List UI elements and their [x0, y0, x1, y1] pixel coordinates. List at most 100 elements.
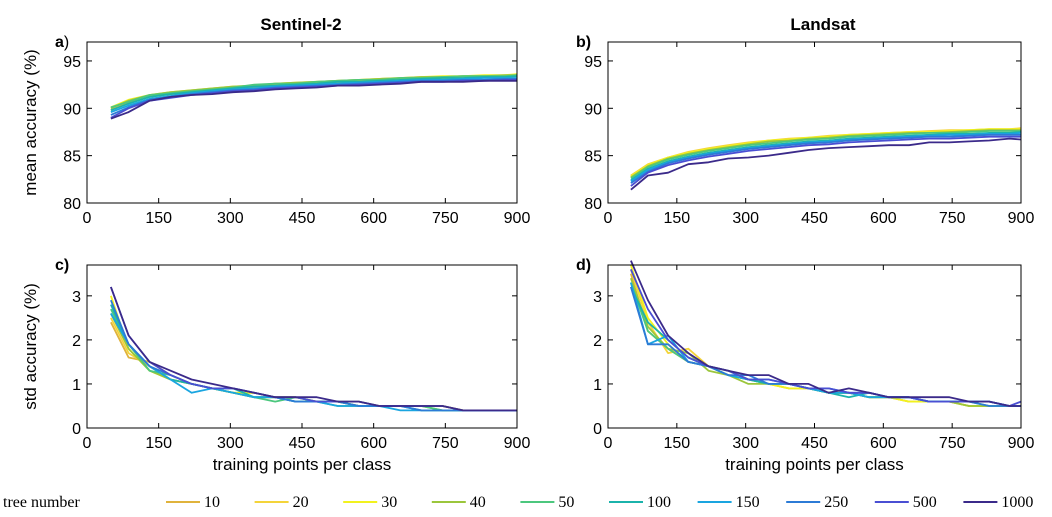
series-line-250: [630, 133, 1021, 184]
series-line-1000: [630, 137, 1022, 191]
legend: tree number 10 20 30 40 50 100 150 250 500 1000: [3, 494, 1033, 511]
legend-label: 50: [558, 494, 574, 511]
x-tick-label: 0: [83, 435, 92, 452]
x-tick-label: 0: [604, 210, 613, 227]
y-tick-label: 0: [593, 421, 602, 438]
series-lines: [110, 73, 518, 120]
series-line-500: [110, 286, 517, 412]
legend-label: 30: [381, 494, 397, 511]
y-tick-label: 95: [63, 54, 81, 71]
panel-label-paren: ): [64, 34, 69, 51]
series-line-500: [630, 269, 1022, 407]
series-line-100: [110, 304, 517, 412]
x-tick-label: 150: [663, 210, 690, 227]
legend-label: 500: [913, 494, 937, 511]
x-tick-label: 150: [145, 435, 172, 452]
y-tick-label: 85: [584, 149, 602, 166]
y-tick-label: 0: [72, 421, 81, 438]
y-axis-label: std accuracy (%): [21, 283, 40, 410]
y-tick-label: 3: [72, 289, 81, 306]
x-tick-label: 0: [83, 210, 92, 227]
x-tick-label: 750: [939, 435, 966, 452]
x-tick-label: 900: [504, 210, 531, 227]
x-tick-label: 600: [360, 210, 387, 227]
legend-item-20: 20: [254, 494, 309, 511]
x-tick-label: 750: [939, 210, 966, 227]
series-line-1000: [110, 79, 517, 120]
panel-label-c: c): [55, 257, 69, 274]
series-line-150: [110, 77, 517, 113]
y-tick-label: 85: [63, 149, 81, 166]
series-line-20: [630, 269, 1021, 407]
series-line-150: [110, 313, 517, 412]
x-tick-label: 750: [432, 210, 459, 227]
legend-label: 100: [647, 494, 671, 511]
series-line-30: [110, 295, 517, 412]
legend-label: 10: [204, 494, 220, 511]
panel-label-a: a): [55, 34, 69, 51]
y-tick-label: 80: [584, 196, 602, 213]
legend-item-250: 250: [786, 494, 848, 511]
series-line-30: [630, 128, 1021, 178]
x-tick-label: 300: [217, 210, 244, 227]
series-line-50: [110, 74, 518, 109]
series-line-40: [110, 313, 517, 412]
panel-label-b: b): [576, 34, 591, 51]
series-line-40: [630, 277, 1021, 407]
legend-item-150: 150: [697, 494, 760, 511]
x-tick-label: 450: [801, 435, 828, 452]
series-line-150: [630, 132, 1022, 182]
x-tick-label: 600: [870, 435, 897, 452]
x-tick-label: 150: [145, 210, 172, 227]
panel-a: 0 150 300 450 600 750 900 80 85 90 95 a) mean accura…: [21, 34, 530, 227]
series-line-150: [630, 282, 1021, 407]
x-tick-label: 300: [732, 435, 759, 452]
legend-item-500: 500: [874, 494, 937, 511]
panel-d: 0 150 300 450 600 750 900 0 1 2 3d) training points…: [576, 257, 1034, 474]
y-tick-label: 90: [63, 101, 81, 118]
panel-label-letter: a: [55, 34, 64, 51]
x-tick-label: 0: [604, 435, 613, 452]
panel-label-letter: d): [576, 257, 591, 274]
series-lines: [110, 286, 517, 412]
series-line-250: [110, 299, 517, 412]
x-tick-label: 450: [801, 210, 828, 227]
x-tick-label: 600: [360, 435, 387, 452]
legend-label: 1000: [1001, 494, 1033, 511]
x-tick-label: 450: [289, 435, 316, 452]
axes-frame: [86, 264, 518, 429]
x-tick-label: 300: [732, 210, 759, 227]
x-tick-label: 600: [870, 210, 897, 227]
legend-label: 250: [824, 494, 848, 511]
panel-label-letter: c): [55, 257, 69, 274]
y-tick-label: 1: [593, 377, 602, 394]
legend-item-100: 100: [609, 494, 671, 511]
y-tick-label: 1: [72, 377, 81, 394]
y-tick-label: 2: [72, 333, 81, 350]
legend-item-1000: 1000: [963, 494, 1033, 511]
legend-label: 150: [736, 494, 760, 511]
panel-label-d: d): [576, 257, 591, 274]
legend-item-30: 30: [343, 494, 397, 511]
y-axis-label: mean accuracy (%): [21, 49, 40, 195]
column-title-landsat: Landsat: [790, 15, 856, 34]
x-tick-label: 450: [289, 210, 316, 227]
x-axis-label: training points per class: [725, 455, 904, 474]
x-axis-label: training points per class: [213, 455, 392, 474]
y-tick-label: 2: [593, 333, 602, 350]
legend-item-10: 10: [166, 494, 220, 511]
x-tick-label: 150: [663, 435, 690, 452]
series-line-50: [630, 282, 1021, 407]
panel-b: 0 150 300 450 600 750 900 80 85 90 95 b): [576, 34, 1034, 227]
legend-item-40: 40: [431, 494, 486, 511]
x-tick-label: 750: [432, 435, 459, 452]
x-tick-label: 900: [1008, 210, 1035, 227]
column-title-sentinel: Sentinel-2: [260, 15, 341, 34]
series-lines: [630, 127, 1022, 191]
panel-label-letter: b): [576, 34, 591, 51]
legend-title: tree number: [3, 494, 81, 511]
legend-label: 20: [293, 494, 309, 511]
